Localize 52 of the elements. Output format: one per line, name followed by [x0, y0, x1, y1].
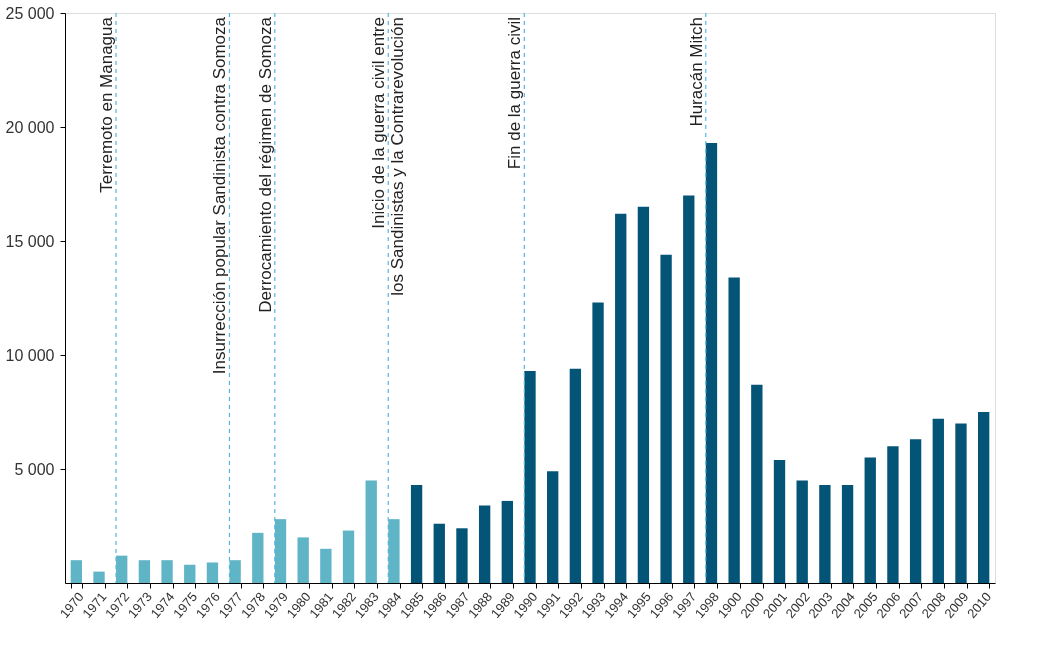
bar [977, 412, 990, 583]
ref-line-label: Insurrección popular Sandinista contra Somoza [210, 16, 230, 375]
bar [547, 471, 559, 583]
bar [637, 206, 650, 583]
y-tick-label: 20 000 [5, 118, 55, 136]
bar [887, 446, 899, 583]
bar [93, 571, 105, 583]
bar [615, 213, 627, 583]
bar [864, 457, 876, 583]
y-tick-label: 25 000 [5, 4, 55, 22]
bar [683, 195, 695, 583]
bar [773, 459, 786, 583]
bar [365, 480, 377, 583]
bar [320, 548, 332, 583]
bar [932, 418, 944, 583]
bar [592, 302, 604, 583]
ref-line-label: Fin de la guerra civil [505, 17, 525, 170]
bar [796, 480, 808, 583]
bar [274, 519, 287, 583]
bar [433, 523, 445, 583]
bar [751, 384, 763, 583]
bar [955, 423, 967, 583]
bar [456, 528, 468, 583]
ref-line-label: Huracán Mitch [686, 17, 706, 127]
bar [138, 560, 151, 583]
y-tick-label: 10 000 [5, 346, 55, 364]
bar [909, 439, 922, 583]
bar [206, 562, 219, 583]
bar [501, 500, 513, 583]
ref-line-label: Derrocamiento del régimen de Somoza [255, 16, 275, 313]
y-tick-label: 15 000 [5, 232, 55, 250]
bar [229, 560, 241, 583]
bar [524, 370, 536, 583]
bar [297, 537, 309, 583]
bar [116, 555, 128, 583]
ref-line-label: Terremoto en Managua [97, 16, 117, 193]
bar [819, 484, 831, 583]
bar [660, 254, 672, 583]
bar [841, 484, 854, 583]
ref-line-label: Inicio de la guerra civil entre los Sandinistas y la Contrarevolución [369, 17, 408, 296]
y-tick-label: 5 000 [14, 460, 55, 478]
bar [728, 277, 740, 583]
bar [705, 142, 718, 583]
bar [184, 564, 196, 583]
bar [342, 530, 355, 583]
bar [388, 519, 400, 583]
bar [478, 505, 491, 583]
bar [70, 560, 83, 583]
bar [252, 532, 264, 583]
bar [569, 368, 582, 583]
bar [410, 484, 423, 583]
bar [161, 560, 173, 583]
